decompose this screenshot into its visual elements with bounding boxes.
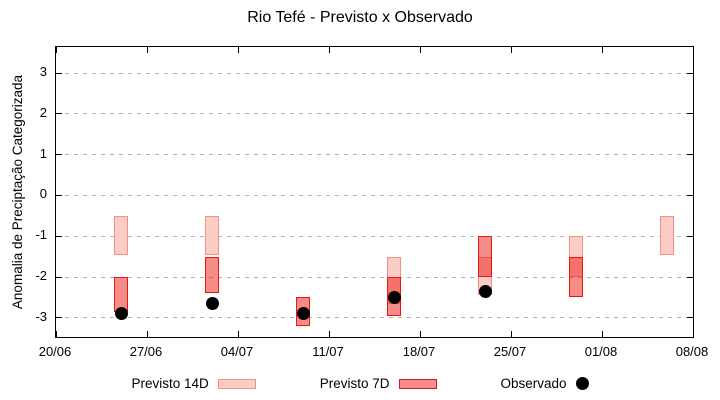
x-tick-mark: [419, 47, 421, 53]
y-tick-label: 2: [39, 104, 47, 120]
y-tick-label: -1: [35, 227, 47, 243]
x-tick-mark: [146, 47, 148, 53]
x-tick-label: 27/06: [129, 344, 163, 359]
x-tick-mark: [692, 47, 694, 53]
bar-previsto-14d: [205, 215, 219, 255]
bar-previsto-14d: [114, 215, 128, 255]
y-tick-mark: [687, 317, 693, 319]
x-tick-mark: [419, 331, 421, 337]
y-tick-label: 3: [39, 64, 47, 80]
y-tick-mark: [687, 235, 693, 237]
x-tick-mark: [55, 47, 57, 53]
y-tick-mark: [56, 194, 62, 196]
y-tick-label: 0: [39, 186, 47, 202]
observado-dot: [387, 290, 401, 304]
observado-dot: [205, 297, 219, 311]
plot-area: [55, 46, 694, 338]
x-tick-mark: [510, 47, 512, 53]
gridline: [56, 113, 693, 115]
x-tick-label: 08/08: [675, 344, 709, 359]
gridline: [56, 154, 693, 156]
x-tick-mark: [328, 47, 330, 53]
x-tick-label: 01/08: [584, 344, 618, 359]
gridline: [56, 235, 693, 237]
y-tick-mark: [687, 194, 693, 196]
legend-item-previsto-7d: Previsto 7D: [320, 376, 437, 391]
y-tick-mark: [687, 72, 693, 74]
legend-label-observado: Observado: [500, 376, 567, 391]
x-tick-mark: [510, 331, 512, 337]
gridline: [56, 194, 693, 196]
y-tick-mark: [687, 154, 693, 156]
y-tick-label: 1: [39, 145, 47, 161]
y-tick-mark: [687, 276, 693, 278]
legend-swatch-previsto-7d: [398, 378, 437, 389]
bar-previsto-7d: [569, 256, 583, 298]
x-tick-mark: [601, 47, 603, 53]
x-tick-label: 20/06: [38, 344, 72, 359]
y-tick-mark: [56, 154, 62, 156]
bar-previsto-7d: [478, 236, 492, 278]
x-tick-mark: [601, 331, 603, 337]
bar-previsto-7d: [205, 256, 219, 294]
bar-previsto-14d: [660, 215, 674, 255]
legend-swatch-previsto-14d: [217, 378, 256, 389]
x-tick-mark: [692, 331, 694, 337]
y-tick-label: -3: [35, 308, 47, 324]
y-tick-mark: [56, 235, 62, 237]
x-tick-mark: [55, 331, 57, 337]
observado-dot: [114, 307, 128, 321]
observado-dot: [478, 284, 492, 298]
x-tick-label: 25/07: [493, 344, 527, 359]
x-tick-mark: [237, 47, 239, 53]
legend: Previsto 14D Previsto 7D Observado: [0, 376, 720, 391]
y-tick-mark: [687, 113, 693, 115]
legend-item-previsto-14d: Previsto 14D: [131, 376, 256, 391]
legend-label-previsto-14d: Previsto 14D: [131, 376, 209, 391]
legend-item-observado: Observado: [501, 376, 589, 391]
gridline: [56, 317, 693, 319]
x-tick-label: 18/07: [402, 344, 436, 359]
observado-dot: [296, 307, 310, 321]
legend-dot-observado: [575, 377, 589, 390]
y-tick-mark: [56, 72, 62, 74]
x-tick-mark: [146, 331, 148, 337]
x-tick-mark: [328, 331, 330, 337]
x-tick-mark: [237, 331, 239, 337]
gridline: [56, 276, 693, 278]
y-tick-mark: [56, 276, 62, 278]
gridline: [56, 72, 693, 74]
legend-label-previsto-7d: Previsto 7D: [319, 376, 390, 391]
x-tick-label: 11/07: [312, 344, 344, 359]
x-tick-label: 04/07: [220, 344, 254, 359]
y-tick-mark: [56, 317, 62, 319]
y-tick-mark: [56, 113, 62, 115]
chart-title: Rio Tefé - Previsto x Observado: [247, 9, 473, 26]
y-tick-label: -2: [35, 268, 47, 284]
